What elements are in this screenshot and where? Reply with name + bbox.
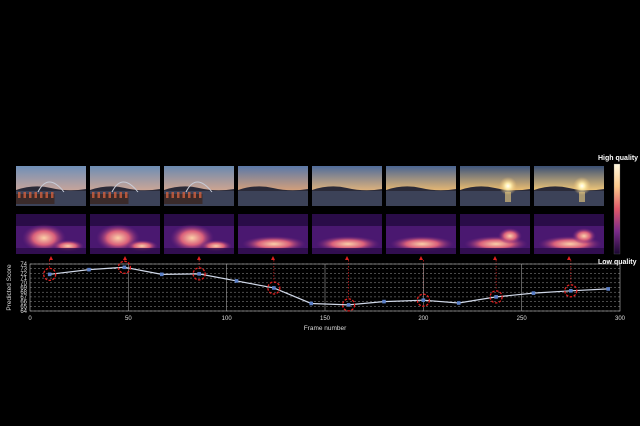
data-point <box>531 291 536 295</box>
sunset-frame-6 <box>386 166 456 206</box>
connector-arrowhead <box>49 256 53 260</box>
data-point <box>272 286 276 290</box>
y-tick-label: 64 <box>20 309 27 315</box>
data-point <box>456 301 461 305</box>
data-point <box>569 288 573 293</box>
video-frames-row <box>16 166 604 206</box>
heatmap-8 <box>534 214 604 254</box>
connector-arrowhead <box>567 256 571 260</box>
sunset-frame-7 <box>460 166 530 206</box>
high-quality-label: High quality <box>598 155 638 162</box>
highlight-circle <box>341 298 356 312</box>
x-axis-title: Frame number <box>304 325 347 332</box>
data-point <box>197 272 201 276</box>
sunset-frame-2 <box>90 166 160 206</box>
connector-arrowhead <box>271 256 275 260</box>
data-point <box>494 295 498 299</box>
y-axis-title: Predicted Score <box>6 264 13 311</box>
data-point <box>421 298 426 302</box>
data-point <box>47 272 52 277</box>
data-point <box>382 299 386 304</box>
connector-arrowhead <box>419 256 423 260</box>
quality-legend: High quality Low quality <box>598 155 638 266</box>
highlight-circle <box>416 293 430 307</box>
highlight-circle <box>564 284 578 298</box>
data-point <box>87 267 91 272</box>
x-tick-label: 300 <box>615 316 626 322</box>
heatmap-2 <box>90 214 160 254</box>
connector-arrowhead <box>123 256 127 260</box>
score-series-line <box>49 266 609 306</box>
data-point <box>122 265 127 270</box>
heatmap-3 <box>164 214 234 254</box>
sunset-frame-5 <box>312 166 382 206</box>
x-tick-label: 150 <box>320 316 331 322</box>
heatmap-4 <box>238 214 308 254</box>
y-tick-label: 73 <box>20 267 27 273</box>
y-tick-label: 67 <box>20 295 27 301</box>
sunset-frame-1 <box>16 166 86 206</box>
data-point <box>309 301 314 306</box>
connector-arrowhead <box>493 256 497 260</box>
x-tick-label: 50 <box>125 316 132 322</box>
y-tick-label: 65 <box>20 304 27 310</box>
y-tick-label: 74 <box>20 262 27 268</box>
x-tick-label: 0 <box>28 316 32 322</box>
quality-colorbar <box>613 163 621 255</box>
sunset-frame-3 <box>164 166 234 206</box>
y-tick-label: 70 <box>20 281 27 287</box>
highlight-circle <box>117 260 132 274</box>
heatmap-1 <box>16 214 86 254</box>
heatmap-5 <box>312 214 382 254</box>
low-quality-label: Low quality <box>598 259 637 266</box>
connector-arrowhead <box>197 256 201 260</box>
heatmap-6 <box>386 214 456 254</box>
y-tick-label: 72 <box>20 271 27 277</box>
highlight-circle <box>489 290 503 304</box>
y-tick-label: 68 <box>20 290 27 296</box>
x-tick-label: 200 <box>418 316 429 322</box>
heatmap-7 <box>460 214 530 254</box>
highlight-circle <box>43 267 57 281</box>
highlight-circle <box>192 267 206 281</box>
sunset-frame-4 <box>238 166 308 206</box>
y-tick-label: 71 <box>20 276 27 282</box>
y-tick-label: 66 <box>20 300 27 306</box>
y-tick-label: 69 <box>20 286 27 292</box>
sunset-frame-8 <box>534 166 604 206</box>
x-tick-label: 100 <box>222 316 233 322</box>
x-tick-label: 250 <box>517 316 528 322</box>
highlight-circle <box>267 281 281 295</box>
data-point <box>234 279 239 283</box>
data-point <box>346 303 351 307</box>
data-point <box>159 272 164 277</box>
data-point <box>606 287 610 291</box>
connector-arrowhead <box>345 256 349 260</box>
heatmap-row <box>16 214 604 254</box>
